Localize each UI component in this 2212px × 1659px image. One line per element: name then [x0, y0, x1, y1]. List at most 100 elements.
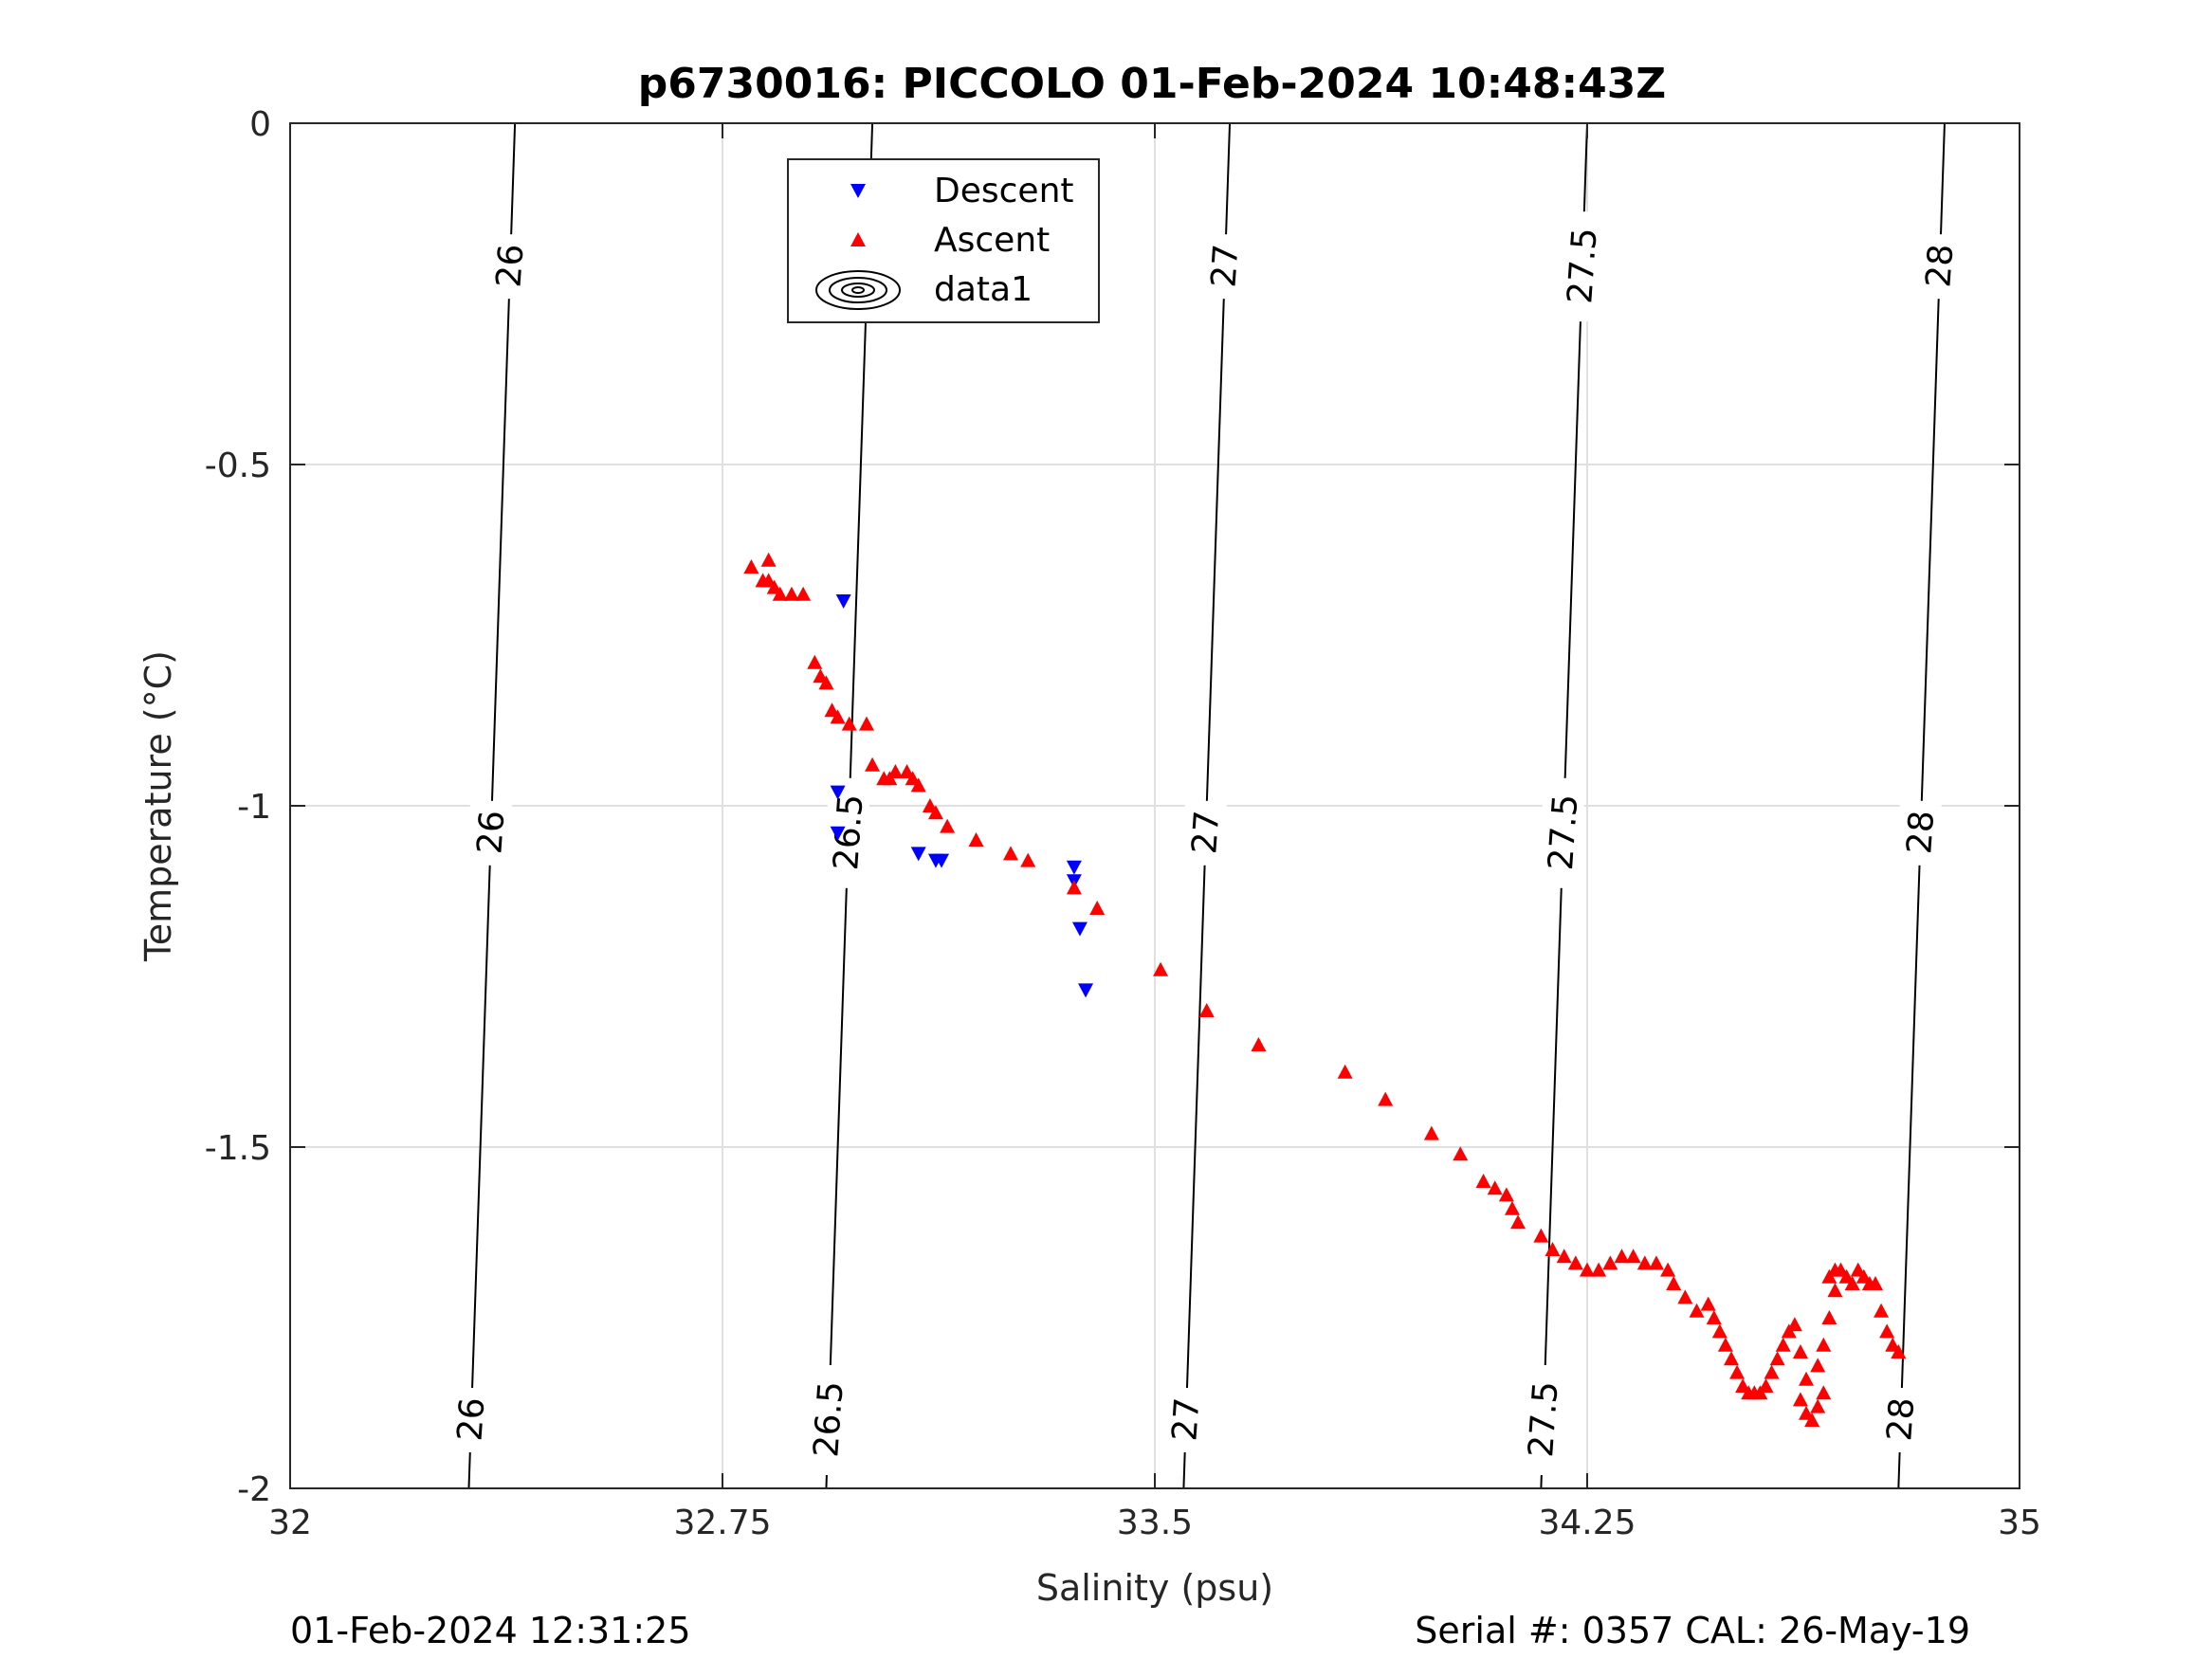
- legend-marker-contour: [829, 277, 887, 303]
- axis-ticks: 32 32.75 33.5 34.25 35 -2 -1.5 -1 -0.5 0: [205, 105, 2041, 1542]
- x-tick-label: 35: [1998, 1504, 2041, 1542]
- ascent-point: [1711, 1323, 1728, 1339]
- ascent-point: [760, 552, 777, 567]
- isopycnal-label: 26.5: [807, 1380, 850, 1459]
- ascent-point: [1591, 1262, 1607, 1277]
- isopycnal-label-gap: [1522, 1365, 1564, 1475]
- legend-marker-ascent: [850, 232, 866, 246]
- ascent-point: [1504, 1200, 1520, 1215]
- x-tick-label: 32.75: [673, 1504, 771, 1542]
- ascent-point: [743, 559, 759, 574]
- ascent-point: [887, 764, 904, 778]
- descent-point: [934, 853, 950, 868]
- ascent-point: [1602, 1255, 1618, 1270]
- ascent-point: [1487, 1180, 1503, 1195]
- ascent-point: [1844, 1276, 1860, 1290]
- ascent-point: [1792, 1392, 1808, 1407]
- legend-box: [787, 158, 1100, 323]
- footer-timestamp: 01-Feb-2024 12:31:25: [290, 1610, 691, 1651]
- isopycnal-label-gap: [1184, 800, 1227, 866]
- descent-point: [830, 785, 846, 800]
- ascent-point: [1066, 880, 1082, 895]
- ascent-point: [1717, 1337, 1733, 1352]
- ascent-point: [1827, 1283, 1843, 1298]
- ascent-point: [830, 709, 846, 724]
- ascent-point: [1648, 1255, 1664, 1270]
- legend-label-data1: data1: [934, 270, 1033, 309]
- isopycnal-label-gap: [1542, 777, 1584, 888]
- isopycnal-label: 28: [1919, 243, 1961, 289]
- footer-serial-cal: Serial #: 0357 CAL: 26-May-19: [1415, 1610, 1970, 1651]
- legend-marker-descent: [850, 184, 866, 198]
- ascent-point: [1758, 1378, 1774, 1393]
- descent-point: [830, 826, 846, 841]
- isopycnal-label-gap: [807, 1365, 850, 1475]
- isopycnal-label-gap: [1164, 1388, 1207, 1452]
- ascent-point: [1700, 1296, 1716, 1311]
- ascent-point: [1453, 1146, 1469, 1161]
- ascent-point: [1251, 1037, 1267, 1051]
- ascent-point: [1153, 961, 1169, 976]
- isopycnal-label: 27.5: [1542, 793, 1585, 872]
- ascent-point: [1378, 1091, 1394, 1106]
- ascent-point: [1666, 1276, 1682, 1290]
- ascent-point: [910, 777, 926, 793]
- ascent-point: [1799, 1371, 1815, 1386]
- plot-area: 26262626.526.526.527272727.527.527.52828…: [205, 105, 2041, 1542]
- ascent-point: [940, 818, 956, 833]
- ascent-point: [755, 573, 771, 588]
- legend-marker-contour: [841, 283, 875, 298]
- descent-point: [910, 847, 926, 862]
- isopycnal-label: 27: [1204, 243, 1246, 289]
- isopycnal-label-gap: [1561, 211, 1603, 322]
- ascent-point: [1874, 1303, 1890, 1318]
- legend[interactable]: Descent Ascent data1: [787, 158, 1100, 323]
- ascent-point: [1089, 901, 1106, 915]
- isopycnal-label: 27.5: [1522, 1380, 1565, 1459]
- isopycnal-label: 26: [470, 810, 512, 856]
- x-tick-label: 32: [268, 1504, 312, 1542]
- ascent-point: [807, 654, 823, 669]
- descent-point: [1078, 983, 1094, 998]
- ascent-point: [1556, 1249, 1572, 1264]
- ascent-point: [1816, 1337, 1832, 1352]
- legend-marker-contour: [815, 270, 901, 310]
- ascent-point: [841, 716, 857, 731]
- ascent-point: [1337, 1064, 1353, 1079]
- legend-label-descent: Descent: [934, 172, 1074, 210]
- ascent-point: [783, 586, 799, 601]
- ascent-point: [1729, 1364, 1746, 1379]
- descent-point: [1071, 921, 1088, 937]
- ascent-point: [1879, 1323, 1895, 1339]
- isopycnal-label: 26: [450, 1396, 492, 1443]
- ascent-point: [1423, 1125, 1439, 1140]
- isopycnal-label-gap: [469, 800, 512, 866]
- y-tick-label: -1: [237, 788, 271, 827]
- ascent-point: [859, 716, 874, 731]
- legend-marker-contour: [851, 286, 865, 294]
- isopycnal-label-gap: [1879, 1388, 1922, 1452]
- ascent-point: [1792, 1344, 1808, 1358]
- ascent-point: [927, 805, 943, 820]
- ascent-point: [1775, 1337, 1791, 1352]
- isopycnal-label-gap: [1899, 800, 1942, 866]
- isopycnal-label-gap: [1203, 234, 1246, 300]
- ascent-point: [1810, 1398, 1826, 1413]
- ascent-point: [1003, 846, 1018, 861]
- ascent-point: [818, 675, 834, 690]
- ascent-point: [1724, 1351, 1739, 1366]
- ascent-point: [772, 586, 788, 601]
- isopycnal-label: 27: [1185, 810, 1227, 856]
- ascent-point: [1498, 1187, 1514, 1202]
- legend-markers: [815, 184, 901, 310]
- isopycnal-label: 27.5: [1561, 227, 1604, 305]
- ascent-point: [1580, 1262, 1595, 1277]
- isopycnal-label: 28: [1900, 810, 1942, 856]
- x-axis-label: Salinity (psu): [1036, 1567, 1273, 1609]
- ascent-point: [1689, 1303, 1705, 1318]
- ascent-point: [1706, 1310, 1722, 1324]
- grid-lines: [290, 123, 2020, 1488]
- ascent-point: [1804, 1413, 1820, 1427]
- ascent-point: [865, 757, 881, 772]
